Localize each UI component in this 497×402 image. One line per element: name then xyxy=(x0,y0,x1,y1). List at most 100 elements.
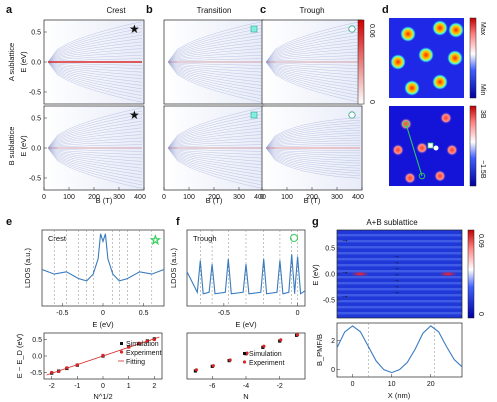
landau-level-u8 xyxy=(167,120,263,149)
landau-heatmaps: -0.5 0.0 0.5 ★ -0.5 0.0 0.5 0 100 200 300 400 ★ 0 100 2… xyxy=(29,19,364,201)
g-band-5 xyxy=(337,264,462,267)
e-bottom-ylabel: E − E_D (eV) xyxy=(15,333,24,378)
x-tick-label: -6 xyxy=(209,383,215,390)
title-transition: Transition xyxy=(197,6,232,15)
g-band-0 xyxy=(337,234,462,237)
x-tick-label: 1 xyxy=(127,383,131,390)
x-tick-label: 10 xyxy=(388,381,396,388)
heatmap-b-2: 0 100 200 300 400 xyxy=(162,105,266,201)
landau-level-d4 xyxy=(265,147,361,159)
landau-level-u7 xyxy=(47,38,143,63)
panel-letter-c: c xyxy=(260,4,266,16)
g-arrow-mid-3: → xyxy=(393,271,400,278)
y-tick-label: 0.0 xyxy=(325,272,335,279)
landau-level-u6 xyxy=(265,41,361,63)
f-bottom-xlabel: N xyxy=(243,392,248,401)
x-tick-label: -2 xyxy=(277,383,283,390)
g-arrow-left-0: → xyxy=(341,235,349,244)
star-icon: ★ xyxy=(129,22,140,36)
landau-level-d6 xyxy=(265,147,361,164)
title-ab-sublattice: A+B sublattice xyxy=(366,218,418,227)
d-top-bump-1 xyxy=(432,20,448,36)
landau-level-d7 xyxy=(47,61,143,86)
landau-level-u2 xyxy=(265,142,361,149)
landau-level-d1 xyxy=(167,61,263,66)
landau-level-u5 xyxy=(47,45,143,63)
landau-level-d6 xyxy=(47,61,143,83)
landau-level-d11 xyxy=(265,61,361,100)
landau-level-d2 xyxy=(47,147,143,155)
landau-level-d2 xyxy=(47,61,143,69)
g-arrow-mid-4: → xyxy=(393,277,400,284)
landau-level-d7 xyxy=(47,147,143,172)
landau-level-u6 xyxy=(47,127,143,149)
heatmap-c-1 xyxy=(261,19,363,105)
x-tick-label: 300 xyxy=(331,194,343,201)
xlabel-c: B (T) xyxy=(304,196,321,205)
xlabel-b: B (T) xyxy=(206,196,223,205)
d-marker-star xyxy=(402,120,410,128)
g-arrow-mid-2: → xyxy=(393,265,400,272)
g-band-4 xyxy=(337,258,462,261)
y-label-row2: E (eV) xyxy=(19,135,28,157)
landau-level-u3 xyxy=(47,137,143,149)
e-inset-label: Crest xyxy=(48,234,67,243)
x-tick-label: 400 xyxy=(134,194,146,201)
landau-level-d5 xyxy=(167,147,263,165)
landau-level-d3 xyxy=(265,147,361,156)
landau-level-d2 xyxy=(265,147,361,154)
title-trough: Trough xyxy=(299,6,324,15)
landau-level-u11 xyxy=(167,110,263,149)
landau-level-u11 xyxy=(265,24,361,63)
x-tick-label: 0 xyxy=(101,310,105,317)
x-tick-label: 0 xyxy=(162,194,166,201)
d-top-bump-7 xyxy=(448,22,464,38)
xlabel-a: B (T) xyxy=(96,196,113,205)
landau-level-u12 xyxy=(47,21,143,63)
title-crest: Crest xyxy=(106,6,126,15)
landau-level-u2 xyxy=(167,141,263,149)
d-marker-circle xyxy=(433,145,439,151)
exp-point xyxy=(262,344,266,348)
landau-level-u11 xyxy=(167,24,263,63)
d-bottom-bump-3 xyxy=(416,142,428,154)
landau-level-u7 xyxy=(265,130,361,149)
exp-point xyxy=(137,341,141,345)
landau-level-d6 xyxy=(47,147,143,169)
legend-f-sim-label: Simulation xyxy=(249,351,282,358)
landau-level-d1 xyxy=(265,61,361,66)
landau-level-u5 xyxy=(167,131,263,149)
landau-level-u12 xyxy=(47,107,143,149)
landau-level-u10 xyxy=(47,114,143,149)
d-bottom-bump-2 xyxy=(392,144,404,156)
exp-point xyxy=(279,338,283,342)
landau-level-d5 xyxy=(167,61,263,79)
exp-point xyxy=(57,369,61,374)
exp-point xyxy=(245,351,249,355)
heatmap-a-2: -0.5 0.0 0.5 0 100 200 300 400 ★ xyxy=(29,105,146,201)
g-band-13 xyxy=(337,312,462,315)
d-top-bump-4 xyxy=(447,50,463,66)
landau-level-u4 xyxy=(47,48,143,63)
g-arrow-mid-1: → xyxy=(393,259,400,266)
x-tick-label: 300 xyxy=(113,194,125,201)
landau-level-d5 xyxy=(47,61,143,79)
exp-point xyxy=(101,353,105,357)
y-tick-label: -0.5 xyxy=(323,298,335,305)
landau-level-d9 xyxy=(265,61,361,93)
f-bottom-frame xyxy=(186,332,306,380)
landau-level-d8 xyxy=(167,61,263,90)
g-arrow-mid-5: → xyxy=(393,283,400,290)
landau-level-d10 xyxy=(265,147,361,174)
colorbar-d-top-max: Max xyxy=(479,22,486,36)
row-label-a-sublattice: A sublattice xyxy=(7,43,16,81)
landau-level-d1 xyxy=(167,147,263,152)
colorbar-d-bottom-min: −1.5B xyxy=(479,160,486,179)
x-tick-label: 400 xyxy=(352,194,364,201)
colorbar-abc xyxy=(357,19,365,105)
landau-level-u5 xyxy=(265,135,361,149)
landau-level-u6 xyxy=(167,127,263,149)
landau-level-d1 xyxy=(47,61,143,66)
legend-sim-marker xyxy=(120,342,123,345)
